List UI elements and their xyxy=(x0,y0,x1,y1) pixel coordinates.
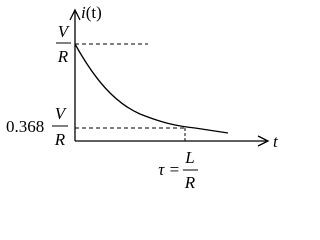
lower-numerator: V xyxy=(55,104,68,123)
tau-numerator: L xyxy=(184,148,194,167)
tau-denominator: R xyxy=(184,173,196,192)
top-denominator: R xyxy=(57,47,69,66)
y-axis-arrow xyxy=(69,8,81,21)
y-axis-symbol: i xyxy=(81,3,86,22)
lower-coefficient: 0.368 xyxy=(6,117,44,136)
decay-curve xyxy=(74,43,229,134)
top-numerator: V xyxy=(58,22,71,41)
diagram: i(t) t V R 0.368 V R τ = L R xyxy=(6,3,279,192)
tau-prefix: τ = xyxy=(158,160,180,179)
y-axis-argument: (t) xyxy=(86,3,102,22)
y-axis-label: i(t) xyxy=(81,3,102,22)
x-axis-arrow xyxy=(257,135,270,147)
x-axis-label: t xyxy=(273,132,279,151)
lower-denominator: R xyxy=(54,130,66,149)
